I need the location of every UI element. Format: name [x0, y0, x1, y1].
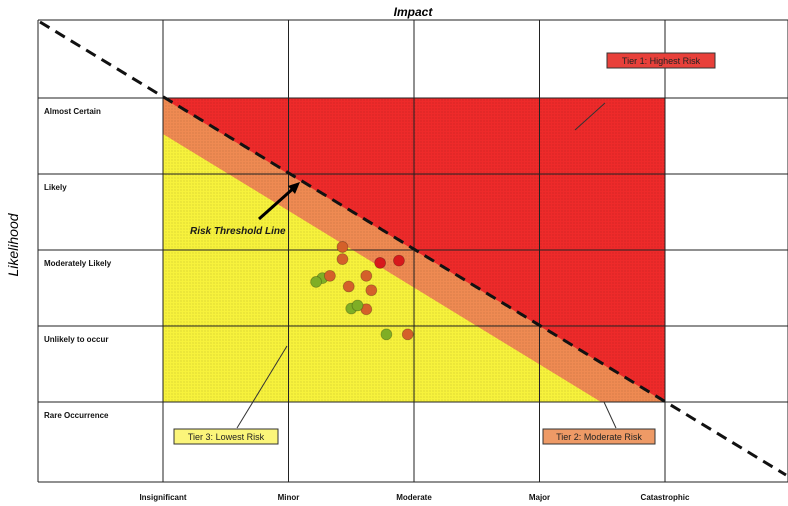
- tier1-label-box: [606, 52, 716, 69]
- y-axis-label: Likelihood: [5, 212, 21, 276]
- y-tick-label: Likely: [44, 183, 67, 192]
- risk-point: [324, 269, 336, 282]
- y-tick-label: Moderately Likely: [44, 259, 112, 268]
- risk-point: [393, 254, 405, 267]
- tier2-label: Tier 2: Moderate Risk: [556, 432, 642, 442]
- risk-point: [342, 280, 355, 293]
- tier3-label-box: [173, 428, 279, 445]
- risk-point: [360, 269, 373, 282]
- x-tick-label: Major: [529, 493, 550, 502]
- tier2-leader: [603, 401, 617, 429]
- tier1-leader: [574, 102, 606, 131]
- y-tick-label: Almost Certain: [44, 107, 101, 116]
- tier2-label-box: [542, 428, 656, 445]
- risk-point: [310, 276, 323, 288]
- risk-threshold-line: [39, 20, 787, 477]
- risk-point: [380, 328, 393, 341]
- x-tick-label: Moderate: [396, 493, 432, 502]
- threshold-arrowhead: [288, 182, 300, 194]
- risk-point: [336, 241, 349, 253]
- threshold-arrow: [258, 184, 297, 221]
- x-tick-label: Insignificant: [139, 493, 186, 502]
- tier3-label: Tier 3: Lowest Risk: [188, 432, 265, 442]
- y-tick-label: Unlikely to occur: [44, 335, 108, 344]
- tier3-leader: [236, 345, 288, 429]
- tier1-label: Tier 1: Highest Risk: [622, 56, 701, 66]
- risk-point: [336, 253, 349, 266]
- risk-point: [351, 299, 364, 312]
- risk-point: [365, 284, 378, 297]
- risk-point: [401, 328, 414, 341]
- y-tick-label: Rare Occurrence: [44, 411, 109, 420]
- threshold-label: Risk Threshold Line: [190, 226, 286, 237]
- risk-point: [374, 257, 387, 269]
- x-tick-label: Catastrophic: [641, 493, 690, 502]
- x-tick-label: Minor: [278, 493, 300, 502]
- chart-title: Impact: [394, 5, 434, 19]
